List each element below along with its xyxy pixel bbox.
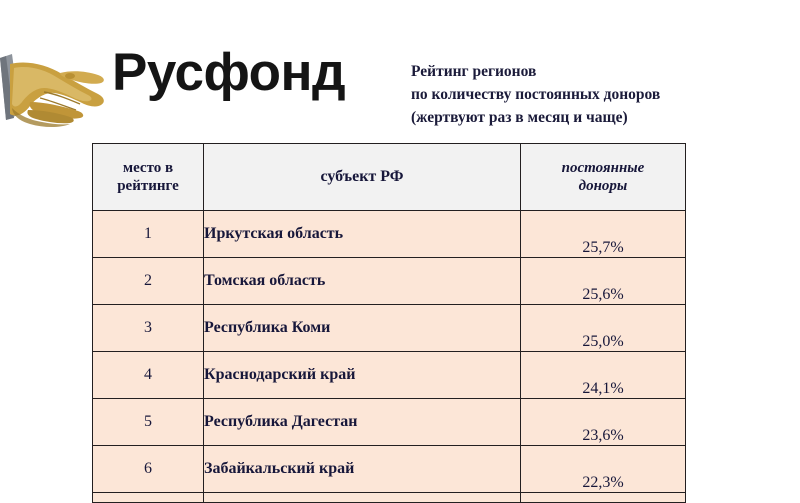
cell-donors	[520, 492, 686, 503]
table-row: 3 Республика Коми 25,0%	[92, 304, 686, 352]
column-header-rank-line-1: место в	[122, 160, 174, 176]
cell-donors: 22,3%	[520, 445, 686, 493]
cell-rank: 6	[92, 445, 204, 493]
cell-rank: 5	[92, 398, 204, 446]
cell-donors: 25,6%	[520, 257, 686, 305]
column-header-donors: постоянные доноры	[520, 143, 686, 211]
cell-subject	[203, 492, 521, 503]
table-row: 5 Республика Дагестан 23,6%	[92, 398, 686, 446]
cell-donors: 24,1%	[520, 351, 686, 399]
cell-donors: 23,6%	[520, 398, 686, 446]
column-header-rank: место в рейтинге	[92, 143, 204, 211]
cell-rank	[92, 492, 204, 503]
page-title-line-2: по количеству постоянных доноров	[411, 86, 661, 103]
rating-table: место в рейтинге субъект РФ постоянные д…	[92, 143, 686, 503]
brand-name: Русфонд	[112, 43, 346, 102]
column-header-donors-line-2: доноры	[578, 178, 628, 194]
cell-rank: 3	[92, 304, 204, 352]
cell-subject: Республика Дагестан	[203, 398, 521, 446]
cell-subject: Томская область	[203, 257, 521, 305]
table-row: 6 Забайкальский край 22,3%	[92, 445, 686, 493]
page-title: Рейтинг регионов по количеству постоянны…	[411, 60, 660, 129]
table-body: 1 Иркутская область 25,7% 2 Томская обла…	[92, 210, 686, 503]
cell-donors: 25,0%	[520, 304, 686, 352]
cell-subject: Иркутская область	[203, 210, 521, 258]
cell-rank: 2	[92, 257, 204, 305]
table-header: место в рейтинге субъект РФ постоянные д…	[92, 143, 686, 211]
table-row: 1 Иркутская область 25,7%	[92, 210, 686, 258]
cell-subject: Краснодарский край	[203, 351, 521, 399]
page-title-line-1: Рейтинг регионов	[411, 63, 537, 80]
table-row: 4 Краснодарский край 24,1%	[92, 351, 686, 399]
cell-subject: Забайкальский край	[203, 445, 521, 493]
page-title-line-3: (жертвуют раз в месяц и чаще)	[411, 109, 628, 126]
cell-donors: 25,7%	[520, 210, 686, 258]
table-header-row: место в рейтинге субъект РФ постоянные д…	[92, 143, 686, 211]
brand-logo-block: Русфонд Рейтинг	[0, 40, 400, 163]
open-hand-icon	[0, 54, 104, 127]
column-header-rank-line-2: рейтинге	[117, 178, 179, 194]
table-row-clipped	[92, 492, 686, 503]
table-row: 2 Томская область 25,6%	[92, 257, 686, 305]
column-header-subject-label: субъект РФ	[320, 168, 404, 185]
cell-rank: 4	[92, 351, 204, 399]
column-header-donors-line-1: постоянные	[561, 160, 645, 176]
cell-subject: Республика Коми	[203, 304, 521, 352]
column-header-subject: субъект РФ	[203, 143, 521, 211]
rating-table-container: место в рейтинге субъект РФ постоянные д…	[92, 143, 686, 503]
cell-rank: 1	[92, 210, 204, 258]
